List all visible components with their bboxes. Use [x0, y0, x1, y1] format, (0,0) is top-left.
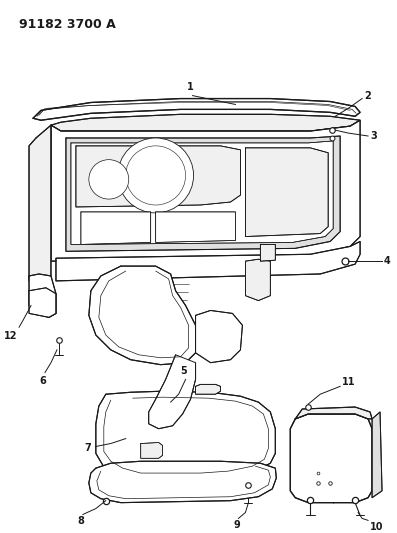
- Polygon shape: [156, 212, 235, 243]
- Polygon shape: [290, 414, 372, 503]
- Circle shape: [126, 146, 185, 205]
- Text: 91182 3700 A: 91182 3700 A: [19, 18, 116, 31]
- Polygon shape: [141, 442, 163, 458]
- Text: 12: 12: [4, 331, 17, 341]
- Polygon shape: [245, 259, 270, 301]
- Polygon shape: [196, 310, 243, 362]
- Text: 5: 5: [180, 367, 187, 376]
- Polygon shape: [29, 125, 51, 286]
- Text: 2: 2: [364, 91, 371, 101]
- Text: 6: 6: [40, 376, 46, 386]
- Polygon shape: [66, 136, 340, 252]
- Polygon shape: [29, 274, 56, 317]
- Polygon shape: [56, 241, 360, 281]
- Text: 3: 3: [370, 131, 377, 141]
- Polygon shape: [51, 120, 360, 261]
- Polygon shape: [196, 384, 220, 394]
- Polygon shape: [96, 391, 276, 478]
- Polygon shape: [149, 355, 196, 429]
- Polygon shape: [89, 266, 196, 365]
- Polygon shape: [33, 99, 360, 120]
- Polygon shape: [372, 412, 382, 498]
- Text: 11: 11: [342, 377, 356, 387]
- Polygon shape: [81, 212, 151, 245]
- Polygon shape: [29, 288, 56, 317]
- Text: 10: 10: [370, 522, 384, 532]
- Text: 7: 7: [84, 443, 91, 454]
- Text: 8: 8: [77, 516, 84, 527]
- Circle shape: [118, 138, 194, 213]
- Polygon shape: [76, 146, 241, 207]
- Polygon shape: [260, 245, 276, 261]
- Text: 1: 1: [187, 82, 194, 92]
- Polygon shape: [51, 114, 360, 131]
- Text: 4: 4: [384, 256, 391, 266]
- Polygon shape: [71, 141, 333, 245]
- Polygon shape: [89, 461, 276, 503]
- Circle shape: [89, 160, 129, 199]
- Polygon shape: [245, 148, 328, 237]
- Text: 9: 9: [233, 520, 240, 530]
- Polygon shape: [295, 407, 372, 419]
